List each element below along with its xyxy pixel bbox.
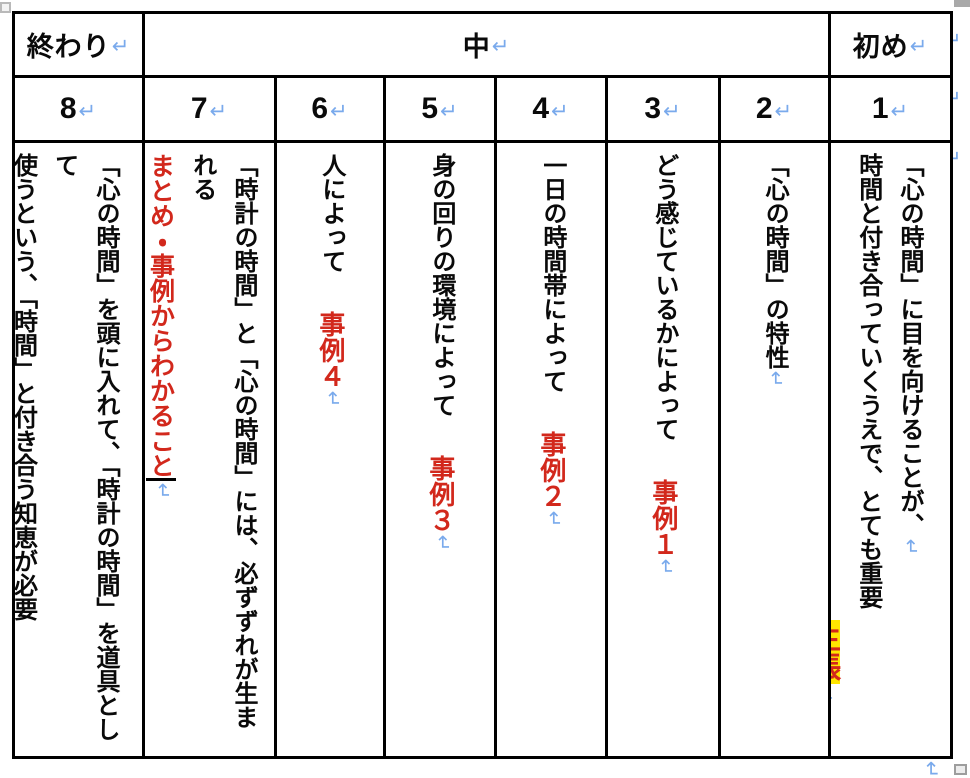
paragraph-mark-icon: ↵	[919, 760, 943, 778]
cell-text: 「心の時間」に目を向けることが、	[896, 153, 923, 537]
return-mark-icon: ↵	[663, 99, 682, 123]
return-mark-icon: ↵	[654, 558, 677, 576]
return-mark-icon: ↵	[890, 99, 910, 123]
return-mark-icon: ↵	[899, 538, 922, 556]
table-resize-handle[interactable]	[954, 764, 967, 775]
table-move-handle[interactable]	[0, 2, 11, 13]
paragraph-number-8: 8 ↵	[15, 78, 142, 140]
summary-label: まとめ・事例からわかること	[146, 153, 175, 478]
section-header-naka: 中 ↵	[145, 14, 828, 75]
content-cell-5: 身の回りの環境によって事例３↵	[386, 143, 494, 756]
paragraph-number-4: 4 ↵	[497, 78, 605, 140]
section-header-hajime: 初め ↵	[831, 14, 950, 75]
section-label: 中	[462, 32, 491, 62]
cell-text: 「時計の時間」と「心の時間」には、必ずずれが生まれる	[188, 153, 257, 729]
window-fragment	[954, 0, 970, 7]
case-label: 事例２	[536, 431, 567, 509]
return-mark-icon: ↵	[831, 686, 836, 703]
paragraph-number-5: 5 ↵	[386, 78, 494, 140]
cell-text: どう感じているかによって	[650, 153, 678, 441]
content-cell-3: どう感じているかによって事例１↵	[608, 143, 718, 756]
return-mark-icon: ↵	[551, 99, 570, 123]
content-cell-6: 人によって事例４↵	[277, 143, 383, 756]
paragraph-number-3: 3 ↵	[608, 78, 718, 140]
return-mark-icon: ↵	[78, 99, 98, 123]
content-cell-8: 「心の時間」を頭に入れて、「時計の時間」を道具として 使うという、「時間」と付き…	[15, 143, 142, 756]
return-mark-icon: ↵	[431, 534, 454, 552]
paragraph-number-6: 6 ↵	[277, 78, 383, 140]
underline-mark	[146, 478, 177, 481]
return-mark-icon: ↵	[209, 99, 229, 123]
content-cell-4: 一日の時間帯によって事例２↵	[497, 143, 605, 756]
case-label: 事例１	[648, 479, 679, 557]
case-label: 事例３	[425, 455, 456, 533]
return-mark-icon: ↵	[440, 99, 459, 123]
section-label: 初め	[852, 32, 909, 62]
paragraph-number-1: 1 ↵	[831, 78, 950, 140]
case-label: 事例４	[315, 311, 346, 389]
paragraph-number-7: 7 ↵	[145, 78, 274, 140]
return-mark-icon: ↵	[491, 35, 511, 58]
cell-text: 人によって	[317, 153, 345, 273]
return-mark-icon: ↵	[150, 482, 173, 500]
cell-text: 使うという、「時間」と付き合う知恵が必要	[15, 153, 37, 621]
content-cell-1: 「心の時間」に目を向けることが、↵ 時間と付き合っていくうえで、とても重要 主張…	[831, 143, 950, 756]
content-cell-7: 「時計の時間」と「心の時間」には、必ずずれが生まれる まとめ・事例からわかること…	[145, 143, 274, 756]
cell-text: 「心の時間」を頭に入れて、「時計の時間」を道具として	[50, 153, 119, 741]
return-mark-icon: ↵	[111, 35, 131, 58]
return-mark-icon: ↵	[764, 370, 787, 388]
cell-text: 「心の時間」の特性	[761, 153, 789, 369]
content-cell-2: 「心の時間」の特性↵	[721, 143, 828, 756]
return-mark-icon: ↵	[542, 510, 565, 528]
claim-label: 主張	[831, 620, 841, 684]
cell-text: 身の回りの環境によって	[427, 153, 455, 417]
section-label: 終わり	[26, 32, 111, 62]
paragraph-number-2: 2 ↵	[721, 78, 828, 140]
structure-table: 終わり ↵ 中 ↵ 初め ↵ 8 ↵ 7 ↵ 6 ↵ 5 ↵ 4 ↵ 3 ↵ 2 ↵ 1 ↵ 「心の時…	[12, 11, 953, 759]
section-header-owari: 終わり ↵	[15, 14, 142, 75]
return-mark-icon: ↵	[909, 35, 929, 58]
return-mark-icon: ↵	[774, 99, 794, 123]
return-mark-icon: ↵	[330, 99, 349, 123]
return-mark-icon: ↵	[321, 390, 344, 408]
cell-text: 時間と付き合っていくうえで、とても重要	[854, 153, 882, 609]
cell-text: 一日の時間帯によって	[538, 153, 566, 393]
